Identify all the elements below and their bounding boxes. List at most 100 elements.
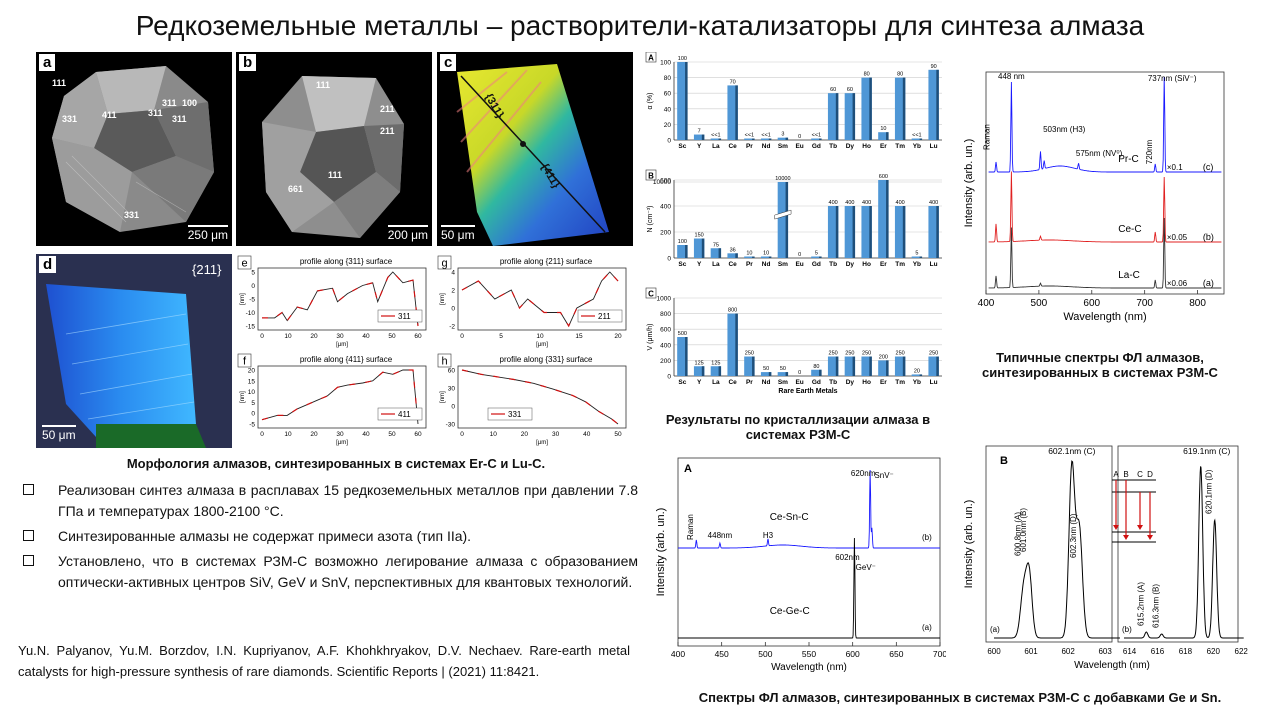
x-tick-label: Gd [812, 261, 821, 268]
y-axis-label: [nm] [240, 293, 246, 305]
crystal-a-illustration [52, 66, 214, 232]
x-tick-label: 30 [336, 333, 344, 340]
y-tick-label: 800 [660, 311, 671, 318]
data-label: 50 [780, 366, 786, 372]
bar [861, 77, 872, 140]
panel-label-box [237, 353, 252, 368]
x-tick-label: 10 [536, 333, 544, 340]
bar [894, 206, 906, 258]
bar [777, 372, 789, 376]
bar-shade [869, 356, 872, 376]
data-label: 400 [845, 200, 854, 206]
panel-label-box [437, 353, 452, 368]
y-tick-label: 0 [667, 256, 671, 263]
face-label: 111 [328, 170, 343, 180]
x-axis-label: Rare Earth Metals [778, 388, 837, 395]
series-tag: (c) [1203, 162, 1214, 172]
chart-background [236, 352, 432, 446]
y-tick-label: 60 [664, 91, 672, 98]
data-label: 70 [730, 79, 736, 85]
y-tick-label: -5 [249, 422, 255, 429]
series-tag: (a) [1203, 278, 1214, 288]
legend-label: 311 [398, 312, 411, 321]
data-label: 400 [896, 200, 905, 206]
y-tick-label: 80 [664, 75, 672, 82]
x-tick-label: Ho [862, 261, 871, 268]
data-label: 100 [678, 239, 687, 245]
scale-bar-d: 50 μm [42, 425, 76, 442]
data-label: 7 [698, 129, 701, 135]
face-label: 211 [380, 104, 395, 114]
bar [677, 62, 688, 140]
bar-shade [869, 77, 872, 140]
checkbox-icon [23, 555, 34, 566]
series-tag: (a) [990, 625, 1000, 634]
y-tick-label: 100 [660, 60, 671, 67]
x-tick-label: 40 [583, 431, 591, 438]
x-tick-label: Yb [913, 261, 921, 268]
bar [760, 372, 772, 376]
data-label: 80 [897, 72, 903, 78]
x-tick-label: 20 [310, 431, 318, 438]
fitted-segments [461, 369, 619, 425]
bar [827, 356, 839, 376]
plot-frame [457, 365, 627, 429]
data-label: 80 [813, 364, 819, 370]
list-item: Установлено, что в системах РЗМ-С возмож… [18, 551, 638, 593]
x-tick-label: Yb [913, 143, 921, 150]
x-tick-label: Tb [829, 379, 837, 386]
x-tick-label: Sc [678, 143, 686, 150]
chart-title: profile along {211} surface [500, 257, 593, 266]
bar [928, 206, 939, 258]
x-tick-label: Tm [895, 261, 905, 268]
x-tick-label: Pr [746, 379, 753, 386]
bar [911, 374, 923, 376]
data-label: 250 [829, 351, 838, 357]
bar-shade [701, 134, 705, 140]
x-tick-label: Nd [762, 379, 771, 386]
bar [760, 256, 772, 258]
y-tick-label: 2 [451, 288, 455, 295]
arrow-head [1147, 535, 1153, 540]
bar-shade [735, 253, 738, 258]
data-label: 800 [728, 308, 737, 314]
bar [693, 366, 705, 376]
x-tick-label: 603 [1098, 647, 1112, 656]
bar [693, 134, 705, 140]
checkbox-icon [23, 484, 34, 495]
y-tick-label: 20 [248, 368, 256, 375]
panel-label-box [437, 255, 452, 270]
data-label: 150 [695, 233, 704, 239]
x-tick-label: 622 [1235, 647, 1249, 656]
peak-annotation: 448 nm [998, 72, 1025, 81]
face-label: 311 [148, 108, 163, 118]
sem-image-a: a 111 331 411 311 100 311 311 331 250 μm [36, 52, 232, 246]
x-tick-label: La [712, 261, 720, 268]
x-tick-label: 601 [1024, 647, 1038, 656]
panel-label: B [648, 172, 654, 181]
series-label: Pr-C [1118, 154, 1139, 165]
x-tick-label: Er [880, 261, 887, 268]
spectrum-line [988, 76, 1222, 173]
data-label: 100 [678, 56, 687, 62]
findings-list: Реализован синтез алмаза в расплавах 15 … [18, 480, 638, 597]
x-tick-label: Nd [762, 143, 771, 150]
face-map-c [456, 64, 609, 246]
data-label: 10 [746, 251, 752, 257]
x-tick-label: Ho [862, 143, 871, 150]
x-tick-label: 500 [1031, 298, 1048, 309]
profile-line [461, 271, 619, 327]
chart-background [436, 254, 632, 348]
data-label: 90 [931, 64, 937, 70]
x-tick-label: Dy [846, 379, 855, 386]
y-axis-label: V (μm/h) [647, 324, 654, 351]
y-tick-label: 60 [448, 368, 456, 375]
peak-annotation: 601.0nm (B) [1019, 508, 1028, 552]
peak-annotation: 503nm (H3) [1043, 125, 1086, 134]
y-tick-label: -5 [249, 297, 255, 304]
bar-shade [852, 356, 856, 376]
bar [894, 77, 906, 140]
x-tick-label: Ce [728, 143, 737, 150]
